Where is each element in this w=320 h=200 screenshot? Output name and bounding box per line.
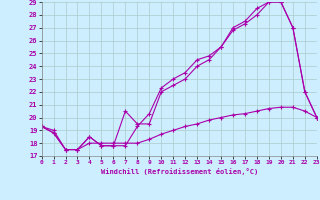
- X-axis label: Windchill (Refroidissement éolien,°C): Windchill (Refroidissement éolien,°C): [100, 168, 258, 175]
